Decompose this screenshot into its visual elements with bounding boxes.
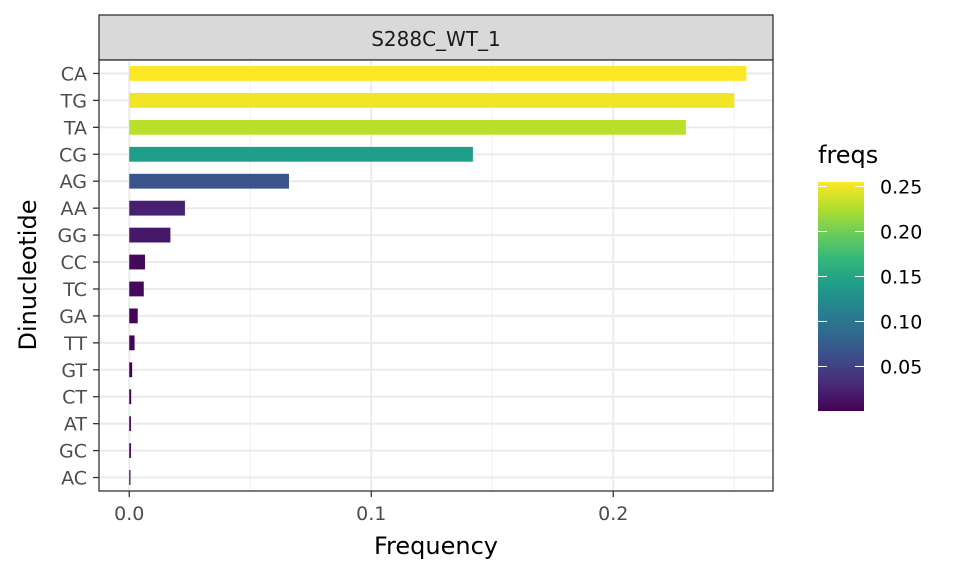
y-tick-label: AC (61, 468, 87, 490)
y-tick-label: AG (60, 171, 87, 193)
legend-title: freqs (818, 141, 878, 169)
y-tick-label: CA (61, 63, 87, 85)
bar-gc (129, 443, 131, 459)
y-tick-label: GA (59, 306, 87, 328)
bar-cg (129, 146, 473, 162)
y-tick-label: AT (64, 414, 88, 436)
bars (129, 66, 747, 485)
bar-ag (129, 173, 289, 189)
bar-aa (129, 200, 185, 216)
y-tick-label: GC (59, 441, 87, 463)
bar-cc (129, 254, 145, 270)
x-tick-label: 0.2 (598, 503, 628, 525)
y-tick-label: CG (59, 144, 87, 166)
plot-panel-border (98, 59, 774, 492)
x-ticks: 0.0 0.1 0.2 (114, 491, 628, 525)
bar-ct (129, 389, 132, 405)
bar-gt (129, 362, 133, 378)
y-tick-label: CC (60, 252, 87, 274)
y-tick-label: TG (60, 90, 87, 112)
y-tick-label: GT (61, 360, 87, 382)
bar-ga (129, 308, 138, 324)
bar-ca (129, 66, 747, 81)
colorbar-ticks: 0.05 0.10 0.15 0.20 0.25 (818, 176, 922, 378)
y-tick-label: TT (63, 333, 87, 355)
y-tick-label: CT (62, 387, 87, 409)
y-tick-label: GG (58, 225, 87, 247)
bar-tc (129, 281, 144, 297)
bar-ac (129, 470, 131, 485)
colorbar-tick-label: 0.15 (880, 266, 922, 288)
y-tick-label: AA (60, 198, 87, 220)
x-axis-title: Frequency (374, 532, 498, 560)
x-tick-label: 0.0 (114, 503, 144, 525)
colorbar-tick-label: 0.25 (880, 176, 922, 198)
y-tick-label: TC (62, 279, 87, 301)
y-ticks: CA TG TA CG AG AA GG CC TC GA TT GT CT AT GC AC (58, 63, 99, 490)
colorbar-tick-label: 0.05 (880, 356, 922, 378)
colorbar-tick-label: 0.10 (880, 311, 922, 333)
facet-label: S288C_WT_1 (371, 27, 501, 51)
bar-tt (129, 335, 135, 351)
x-tick-label: 0.1 (356, 503, 386, 525)
y-axis-title: Dinucleotide (14, 200, 42, 351)
bar-tg (129, 92, 735, 108)
bar-at (129, 416, 131, 432)
facet-strip (98, 14, 774, 61)
y-tick-label: TA (63, 117, 87, 139)
bar-gg (129, 227, 171, 243)
colorbar (818, 182, 864, 411)
bar-ta (129, 119, 686, 135)
colorbar-tick-label: 0.20 (880, 221, 922, 243)
